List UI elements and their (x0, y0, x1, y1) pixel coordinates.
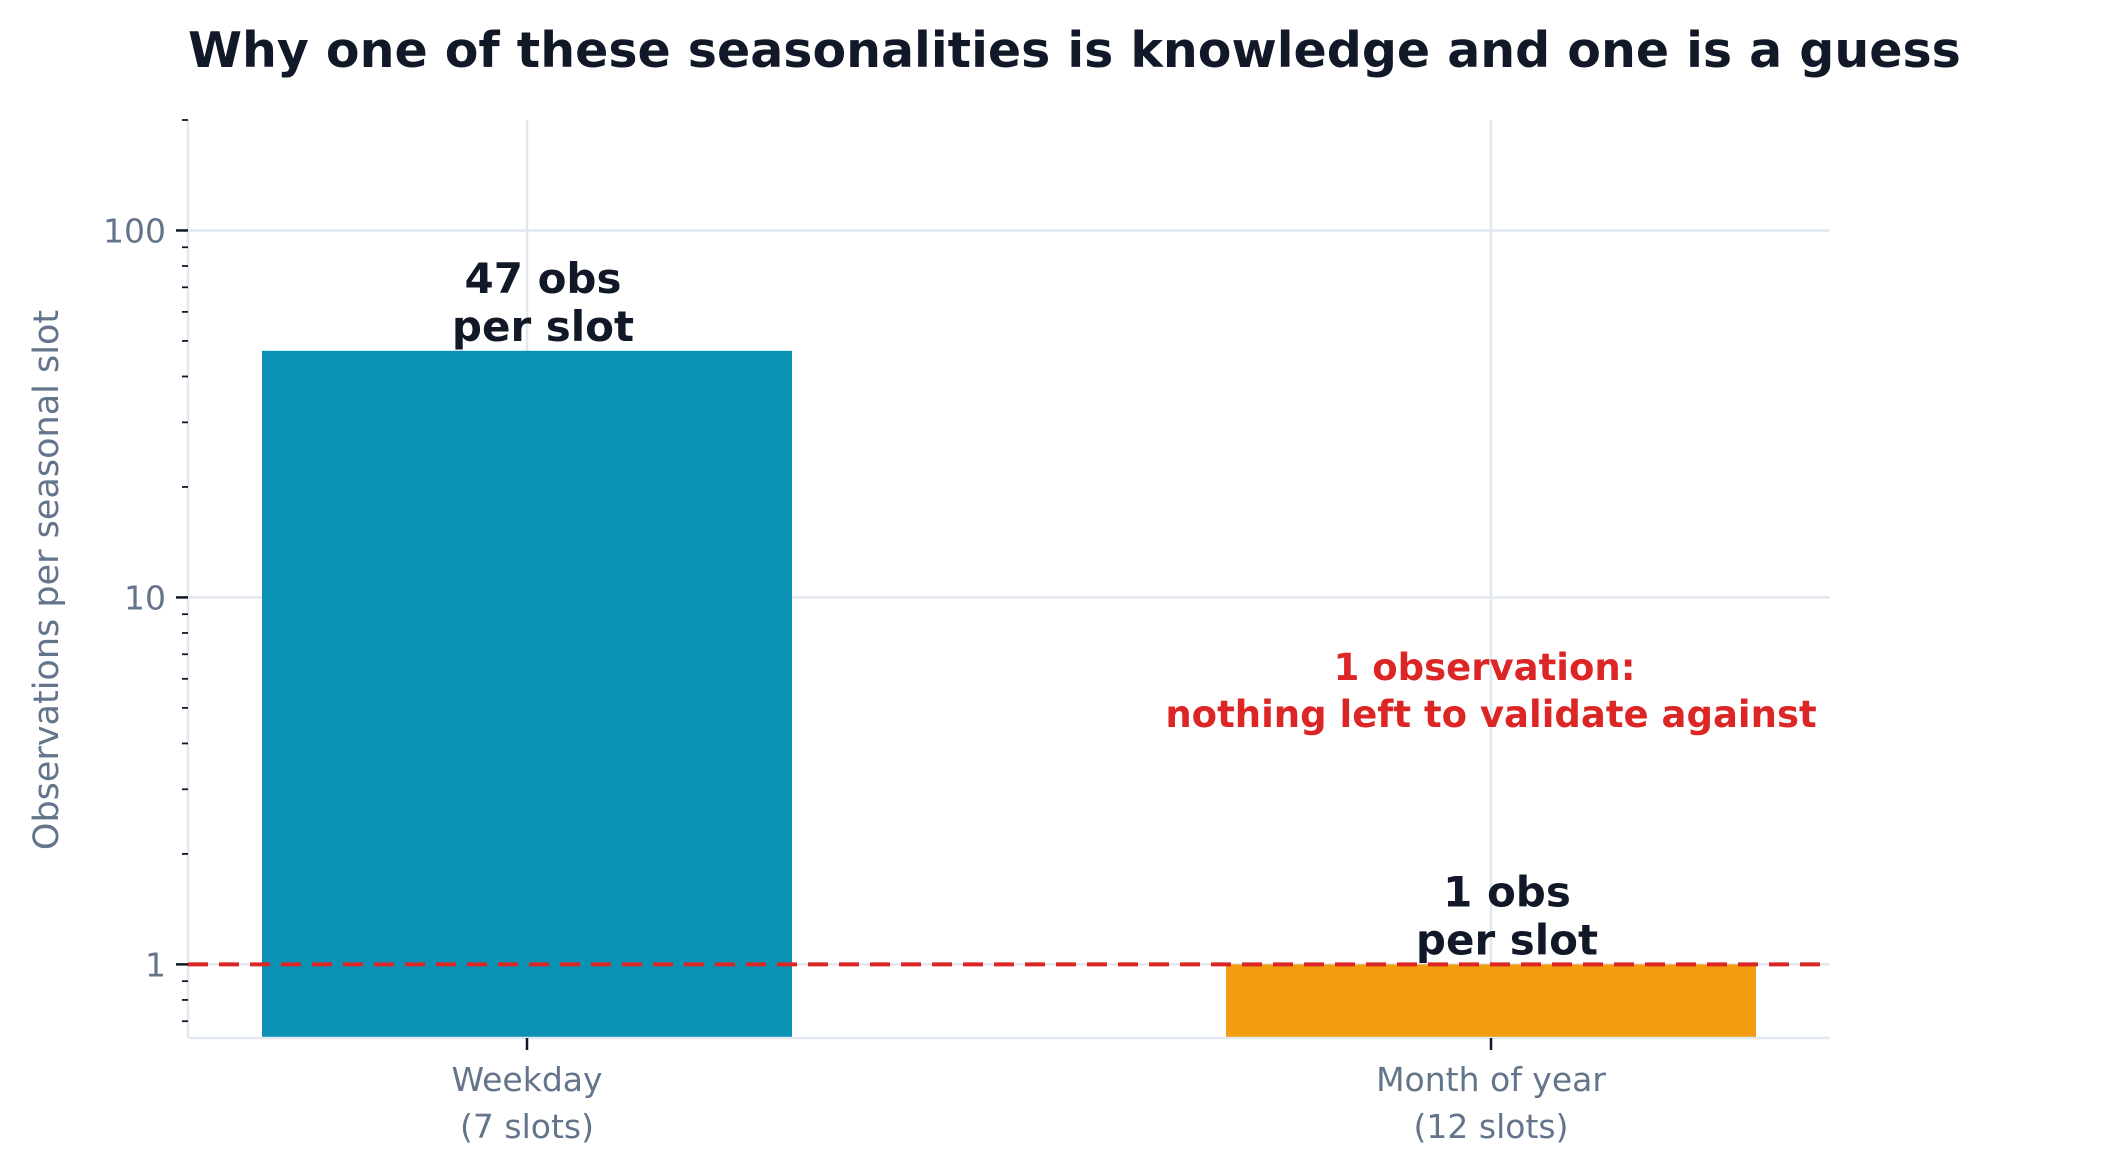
x-tick-label-line2: (7 slots) (460, 1107, 594, 1146)
y-tick-label: 1 (145, 945, 166, 984)
x-tick-label-line1: Weekday (451, 1060, 602, 1099)
bar-label-line2: per slot (1416, 915, 1598, 964)
bar-label-line1: 47 obs (465, 254, 622, 303)
bar (1226, 964, 1756, 1038)
annotation-line-1: 1 observation: (1334, 646, 1636, 689)
y-tick-label: 100 (103, 211, 166, 250)
bars-layer (262, 350, 1756, 1038)
bar-label-line1: 1 obs (1443, 867, 1571, 916)
x-tick-label-line1: Month of year (1376, 1060, 1606, 1099)
chart-title: Why one of these seasonalities is knowle… (188, 22, 1961, 79)
axes-layer: 1 10 100 Weekday (7 slots) Month of year (12 s… (103, 119, 1830, 1146)
annotation-line-2: nothing left to validate against (1165, 693, 1816, 736)
bar (262, 350, 792, 1038)
x-tick-label-line2: (12 slots) (1414, 1107, 1569, 1146)
y-tick-label: 10 (124, 578, 166, 617)
annotation-text: 1 observation: nothing left to validate … (1165, 646, 1816, 736)
y-axis-label: Observations per seasonal slot (27, 310, 67, 850)
bar-label-line2: per slot (452, 302, 634, 351)
